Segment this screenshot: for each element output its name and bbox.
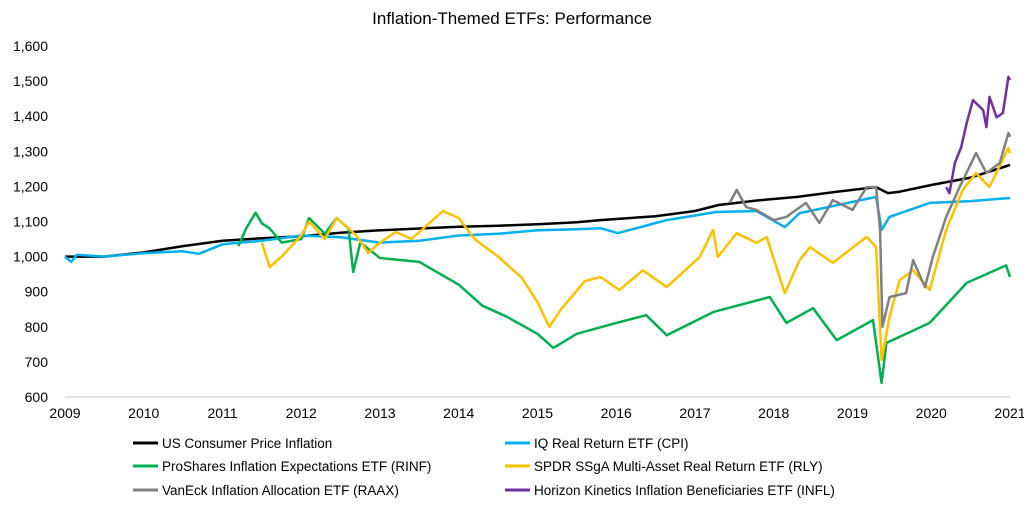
legend-item: IQ Real Return ETF (CPI) xyxy=(505,436,689,451)
y-tick-label: 1,300 xyxy=(13,143,48,159)
x-tick-label: 2015 xyxy=(522,405,553,421)
series-line-0 xyxy=(65,163,1011,258)
y-tick-label: 1,600 xyxy=(13,38,48,54)
legend-label: Horizon Kinetics Inflation Beneficiaries… xyxy=(534,483,835,498)
y-tick-label: 1,100 xyxy=(13,214,48,230)
legend-label: VanEck Inflation Allocation ETF (RAAX) xyxy=(162,483,399,498)
x-tick-label: 2014 xyxy=(443,405,474,421)
y-tick-label: 700 xyxy=(25,354,49,370)
x-tick-label: 2018 xyxy=(758,405,789,421)
x-tick-label: 2016 xyxy=(601,405,632,421)
y-tick-label: 800 xyxy=(25,319,49,335)
legend-item: Horizon Kinetics Inflation Beneficiaries… xyxy=(505,483,835,498)
chart-title: Inflation-Themed ETFs: Performance xyxy=(372,9,652,28)
legend-label: US Consumer Price Inflation xyxy=(162,436,332,451)
legend-item: VanEck Inflation Allocation ETF (RAAX) xyxy=(133,483,399,498)
x-tick-label: 2013 xyxy=(364,405,395,421)
series-line-3 xyxy=(260,146,1012,362)
legend-label: SPDR SSgA Multi-Asset Real Return ETF (R… xyxy=(534,459,823,474)
legend-label: IQ Real Return ETF (CPI) xyxy=(534,436,689,451)
series-line-4 xyxy=(728,131,1012,329)
x-tick-label: 2019 xyxy=(837,405,868,421)
x-tick-label: 2012 xyxy=(286,405,317,421)
x-tick-label: 2011 xyxy=(207,405,237,421)
legend-label: ProShares Inflation Expectations ETF (RI… xyxy=(162,459,431,474)
y-tick-label: 1,400 xyxy=(13,108,48,124)
x-tick-label: 2010 xyxy=(128,405,159,421)
y-tick-label: 1,500 xyxy=(13,73,48,89)
y-tick-label: 1,000 xyxy=(13,249,48,265)
x-tick-label: 2009 xyxy=(49,405,80,421)
legend-item: US Consumer Price Inflation xyxy=(133,436,332,451)
x-tick-label: 2017 xyxy=(679,405,710,421)
y-tick-label: 900 xyxy=(25,284,49,300)
series-line-5 xyxy=(945,75,1012,195)
y-tick-label: 1,200 xyxy=(13,178,48,194)
legend-item: SPDR SSgA Multi-Asset Real Return ETF (R… xyxy=(505,459,823,474)
legend-item: ProShares Inflation Expectations ETF (RI… xyxy=(133,459,431,474)
x-tick-label: 2020 xyxy=(916,405,947,421)
y-tick-label: 600 xyxy=(25,389,49,405)
x-tick-label: 2021 xyxy=(994,405,1024,421)
series-line-1 xyxy=(64,195,1011,264)
